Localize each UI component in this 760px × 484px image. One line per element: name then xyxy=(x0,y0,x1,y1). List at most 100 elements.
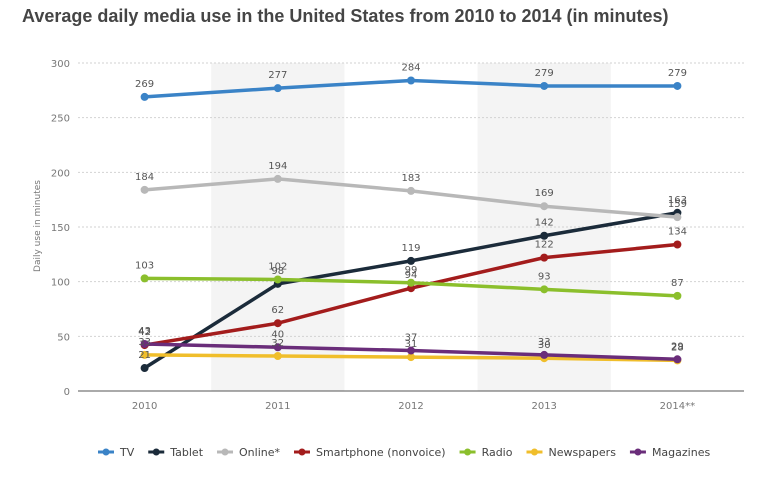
data-label: 163 xyxy=(668,195,687,206)
legend-marker-icon xyxy=(221,448,229,456)
data-label: 159 xyxy=(668,199,687,210)
data-point xyxy=(407,76,415,85)
data-label: 33 xyxy=(538,337,551,348)
data-label: 102 xyxy=(268,261,287,272)
data-point xyxy=(540,231,549,240)
data-label: 42 xyxy=(138,327,151,338)
data-label: 134 xyxy=(668,226,687,237)
chart-title: Average daily media use in the United St… xyxy=(22,6,669,26)
y-tick-label: 300 xyxy=(51,59,70,70)
legend-item-0[interactable]: TV xyxy=(98,446,135,459)
data-label: 122 xyxy=(535,240,554,251)
data-label: 184 xyxy=(135,172,154,183)
data-point xyxy=(407,186,415,195)
data-point xyxy=(540,202,549,211)
y-tick-label: 50 xyxy=(57,332,70,343)
data-label: 30 xyxy=(538,340,551,351)
data-label: 87 xyxy=(671,278,684,289)
data-point xyxy=(273,343,282,352)
data-point xyxy=(273,275,282,284)
y-tick-label: 200 xyxy=(51,168,70,179)
legend-item-3[interactable]: Smartphone (nonvoice) xyxy=(294,446,446,459)
data-point xyxy=(140,185,149,194)
data-label: 142 xyxy=(535,218,554,229)
x-tick-label: 2010 xyxy=(132,401,157,412)
data-point xyxy=(673,81,682,90)
data-label: 21 xyxy=(138,350,151,361)
x-tick-label: 2011 xyxy=(265,401,290,412)
data-label: 103 xyxy=(135,260,154,271)
x-axis-ticks: 2010 2011 2012 2013 2014** xyxy=(132,401,695,412)
data-point xyxy=(273,84,282,93)
legend-label: Radio xyxy=(482,446,513,459)
data-label: 99 xyxy=(405,265,418,276)
data-point xyxy=(540,285,549,294)
y-tick-label: 150 xyxy=(51,223,70,234)
legend-marker-icon xyxy=(102,448,110,456)
data-label: 40 xyxy=(271,329,284,340)
data-label: 37 xyxy=(405,333,418,344)
data-label: 94 xyxy=(405,270,418,281)
legend-item-6[interactable]: Magazines xyxy=(629,446,711,459)
data-point xyxy=(407,284,415,293)
data-label: 31 xyxy=(405,339,418,350)
legend-label: Magazines xyxy=(652,446,711,459)
data-label: 93 xyxy=(538,271,551,282)
legend-label: Tablet xyxy=(169,446,203,459)
legend-label: Online* xyxy=(239,446,280,459)
legend-marker-icon xyxy=(152,448,160,456)
data-point xyxy=(407,346,415,355)
data-point xyxy=(407,256,415,265)
legend-marker-icon xyxy=(298,448,306,456)
data-point xyxy=(540,350,549,359)
legend-marker-icon xyxy=(530,448,538,456)
x-tick-label: 2012 xyxy=(398,401,423,412)
y-axis-label: Daily use in minutes xyxy=(33,180,43,272)
data-label: 279 xyxy=(535,68,554,79)
y-axis-ticks: 0 50 100 150 200 250 300 xyxy=(51,59,70,398)
data-label: 29 xyxy=(671,341,684,352)
series-lines xyxy=(140,76,682,373)
data-label: 119 xyxy=(401,243,420,254)
y-tick-label: 250 xyxy=(51,114,70,125)
data-point xyxy=(540,81,549,90)
data-label: 32 xyxy=(271,338,284,349)
legend-item-4[interactable]: Radio xyxy=(459,446,513,459)
data-point xyxy=(140,92,149,101)
data-label: 269 xyxy=(135,79,154,90)
data-label: 277 xyxy=(268,70,287,81)
y-tick-label: 0 xyxy=(64,387,70,398)
legend-item-1[interactable]: Tablet xyxy=(148,446,204,459)
data-point xyxy=(673,240,682,249)
data-point xyxy=(673,213,682,222)
data-point xyxy=(273,319,282,328)
legend-item-5[interactable]: Newspapers xyxy=(526,446,616,459)
data-point xyxy=(673,355,682,364)
data-label: 183 xyxy=(401,173,420,184)
legend: TV Tablet Online* Smartphone (nonvoice) Radi… xyxy=(98,446,710,459)
data-point xyxy=(673,291,682,300)
legend-item-2[interactable]: Online* xyxy=(217,446,280,459)
data-label: 33 xyxy=(138,337,151,348)
data-point xyxy=(273,352,282,361)
legend-label: Smartphone (nonvoice) xyxy=(316,446,446,459)
legend-label: TV xyxy=(119,446,135,459)
legend-marker-icon xyxy=(634,448,642,456)
y-tick-label: 100 xyxy=(51,278,70,289)
data-labels: 269 277 284 279 279 21 98 119 142 163 184 194 183 169… xyxy=(135,62,687,361)
data-point xyxy=(407,353,415,362)
data-label: 194 xyxy=(268,161,287,172)
legend-marker-icon xyxy=(464,448,472,456)
x-tick-label: 2014** xyxy=(660,401,695,412)
data-label: 43 xyxy=(138,326,151,337)
data-point xyxy=(140,364,149,373)
data-point xyxy=(140,274,149,283)
data-point xyxy=(407,278,415,287)
data-label: 28 xyxy=(671,342,684,353)
data-label: 169 xyxy=(535,188,554,199)
data-point xyxy=(140,339,149,348)
x-tick-label: 2013 xyxy=(531,401,556,412)
data-point xyxy=(140,350,149,359)
data-point xyxy=(540,253,549,262)
